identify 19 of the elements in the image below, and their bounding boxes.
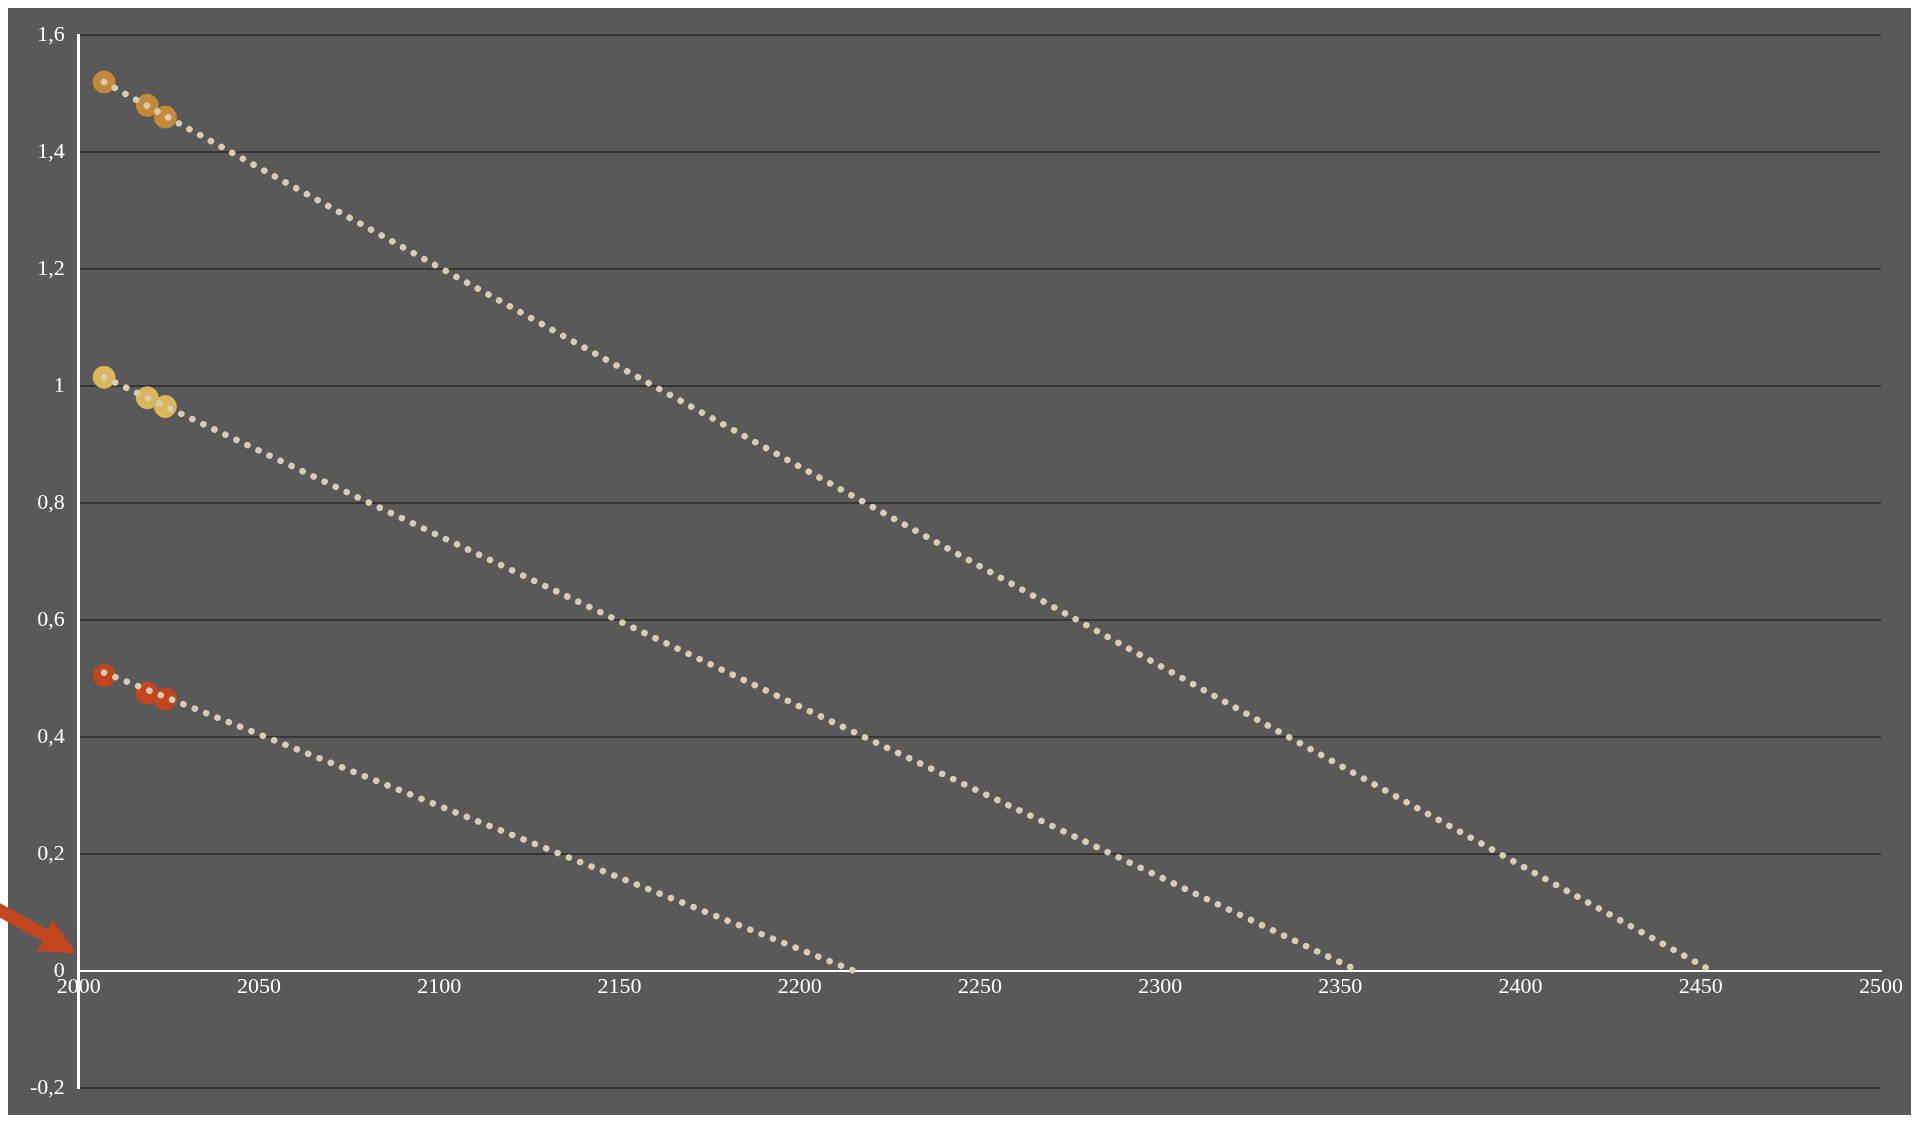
y-tick-label: -0,2 — [30, 1073, 65, 1099]
x-tick-label: 2150 — [597, 972, 642, 998]
y-tick-label: 0,4 — [37, 722, 65, 748]
y-tick-label: 1,4 — [37, 137, 65, 163]
y-tick-label: 0,8 — [37, 488, 65, 514]
x-tick-label: 2250 — [957, 972, 1002, 998]
y-tick-label: 0,6 — [37, 605, 65, 631]
x-tick-label: 2200 — [777, 972, 822, 998]
y-tick-label: 1,2 — [37, 254, 65, 280]
x-tick-label: 2050 — [237, 972, 282, 998]
x-tick-label: 2400 — [1498, 972, 1543, 998]
x-tick-label: 2450 — [1678, 972, 1723, 998]
x-tick-label: 2350 — [1318, 972, 1363, 998]
x-tick-label: 2100 — [417, 972, 462, 998]
y-tick-label: 1,6 — [37, 20, 65, 46]
y-tick-label: 1 — [53, 371, 65, 397]
y-tick-label: 0,2 — [37, 839, 65, 865]
x-tick-label: 2500 — [1859, 972, 1903, 998]
x-tick-label: 2300 — [1138, 972, 1183, 998]
